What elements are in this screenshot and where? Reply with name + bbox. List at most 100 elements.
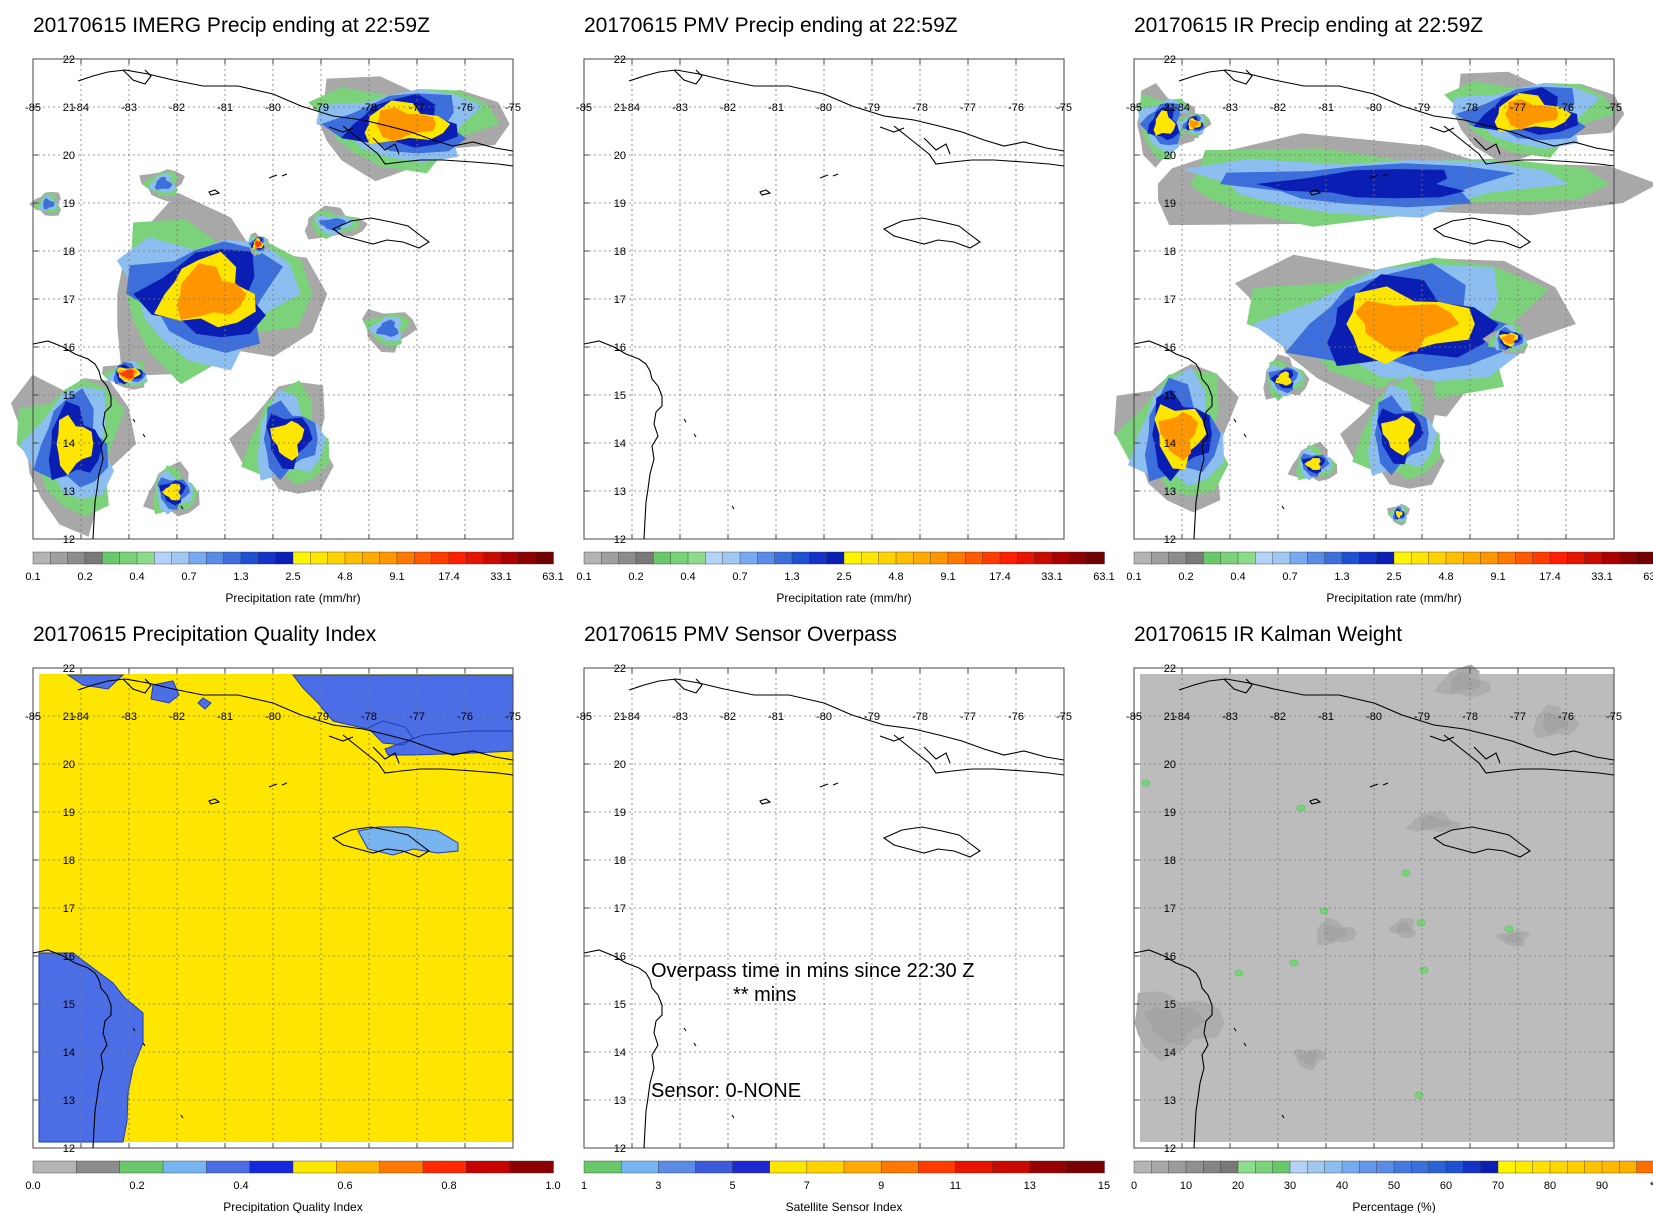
colorbar-swatch — [396, 551, 416, 565]
lon-tick-label: -82 — [169, 711, 185, 723]
kalman-cell — [1234, 969, 1244, 977]
kalman-cell — [1319, 907, 1329, 915]
colorbar-swatch — [1532, 551, 1551, 565]
colorbar-swatch — [1133, 1160, 1153, 1174]
lon-tick-label: -76 — [1558, 711, 1574, 723]
cuba-north-coast — [628, 69, 1065, 152]
colorbar-swatch — [1220, 551, 1239, 565]
lon-tick-label: -75 — [505, 711, 521, 723]
rain-cell — [1421, 815, 1451, 830]
colorbar-tick-label: 5 — [730, 1180, 736, 1192]
colorbar-tick-label: 0.2 — [628, 571, 643, 583]
colorbar-swatch — [327, 551, 346, 565]
colorbar-swatch — [275, 551, 294, 565]
lon-tick-label: -78 — [361, 711, 377, 723]
isla-juventud-coast — [673, 69, 703, 85]
rain-cell — [1158, 412, 1198, 461]
rain-cell — [376, 319, 399, 337]
colorbar-swatch — [1069, 551, 1088, 565]
lat-tick-label: 16 — [63, 951, 75, 963]
colorbar-tick-label: 17.4 — [438, 571, 459, 583]
rain-cell — [161, 483, 181, 501]
panel-6: 20170615 IR Kalman Weight -85 -84 -83 -82 -8… — [1126, 623, 1653, 1213]
precip-map: -85 -84 -83 -82 -81 -80 -79 -78 -77 -76 -752221201… — [576, 54, 1115, 605]
lat-tick-label: 22 — [1164, 663, 1176, 675]
colorbar-swatch — [1051, 551, 1071, 565]
lon-tick-label: -77 — [409, 102, 425, 114]
colorbar-swatch — [292, 1160, 338, 1174]
lon-tick-label: -82 — [720, 711, 736, 723]
colorbar-swatch — [362, 551, 381, 565]
kalman-cell — [1416, 919, 1426, 927]
colorbar-swatch — [757, 551, 776, 565]
colorbar-tick-label: 1.0 — [545, 1180, 560, 1192]
lat-tick-label: 20 — [1164, 759, 1176, 771]
colorbar-tick-label: 0.6 — [337, 1180, 352, 1192]
cuba-south-coast — [342, 734, 514, 776]
lat-tick-label: 15 — [614, 390, 626, 402]
isla-juventud-coast — [1223, 69, 1253, 85]
colorbar-tick-label: 0.7 — [1282, 571, 1297, 583]
rain-cell — [1153, 110, 1176, 136]
lat-tick-label: 14 — [63, 438, 75, 450]
colorbar-swatch — [483, 551, 502, 565]
rain-cell — [1395, 510, 1403, 519]
colorbar-swatch — [1341, 1160, 1361, 1174]
central-america-coast — [583, 949, 663, 1149]
lat-tick-label: 12 — [614, 1143, 626, 1155]
colorbar-swatch — [1289, 551, 1309, 565]
colorbar-swatch — [32, 1160, 78, 1174]
quality-region — [150, 680, 212, 710]
jamaica-coast — [331, 826, 430, 858]
lat-tick-label: 19 — [63, 807, 75, 819]
colorbar-swatch — [188, 551, 208, 565]
colorbar-tick-label: 3 — [655, 1180, 661, 1192]
central-america-coast — [583, 340, 663, 540]
lon-tick-label: -78 — [1462, 711, 1478, 723]
overpass-map: -85 -84 -83 -82 -81 -80 -79 -78 -77 -76 -752221201… — [576, 663, 1110, 1213]
colorbar-swatch — [1619, 551, 1638, 565]
jamaica-coast — [331, 217, 430, 249]
panel-1: 20170615 IMERG Precip ending at 22:59Z -… — [11, 14, 564, 605]
colorbar-tick-label: 0.4 — [680, 571, 695, 583]
coastline — [583, 69, 1065, 540]
colorbar-swatch — [1636, 1160, 1653, 1174]
colorbar-swatch — [1445, 1160, 1465, 1174]
cayman-brac-coast — [819, 173, 839, 179]
colorbar: 0.1 0.2 0.4 0.7 1.3 2.5 4.8 9.1 17.4 33.1 63.1 Prec… — [1126, 551, 1653, 605]
rain-cell — [1298, 1052, 1319, 1065]
colorbar-tick-label: 10 — [1180, 1180, 1192, 1192]
lon-tick-label: -84 — [1174, 711, 1190, 723]
colorbar-tick-label: 17.4 — [1539, 571, 1560, 583]
graticule — [1134, 59, 1614, 539]
colorbar: 0 10 20 30 40 50 60 70 80 90 ** Percentage (%) — [1131, 1160, 1653, 1213]
colorbar-swatch — [1255, 551, 1274, 565]
colorbar-swatch — [1445, 551, 1465, 565]
lon-tick-label: -84 — [624, 711, 640, 723]
cuba-cays — [879, 735, 951, 764]
quality-field — [38, 674, 514, 1143]
colorbar-swatch — [1463, 551, 1482, 565]
colorbar-tick-label: 0.0 — [25, 1180, 40, 1192]
lat-tick-label: 18 — [63, 246, 75, 258]
colorbar-swatch — [206, 551, 225, 565]
lat-tick-label: 16 — [1164, 951, 1176, 963]
islets — [683, 1027, 735, 1119]
colorbar-swatch — [913, 551, 932, 565]
cayman-brac-coast — [1369, 782, 1389, 788]
colorbar-tick-label: 40 — [1336, 1180, 1348, 1192]
grand-cayman-coast — [759, 798, 772, 805]
colorbar-swatch — [344, 551, 364, 565]
lat-tick-label: 20 — [63, 759, 75, 771]
colorbar-swatch — [119, 551, 138, 565]
lon-tick-label: -78 — [912, 102, 928, 114]
lon-tick-label: -85 — [576, 711, 592, 723]
lon-tick-label: -82 — [720, 102, 736, 114]
cuba-south-coast — [893, 125, 1065, 167]
lat-tick-label: 17 — [63, 294, 75, 306]
colorbar-swatch — [1341, 551, 1361, 565]
colorbar-swatch — [258, 551, 277, 565]
colorbar-swatch — [1376, 551, 1395, 565]
rain-cell — [1256, 169, 1466, 199]
colorbar-swatch — [1086, 551, 1105, 565]
